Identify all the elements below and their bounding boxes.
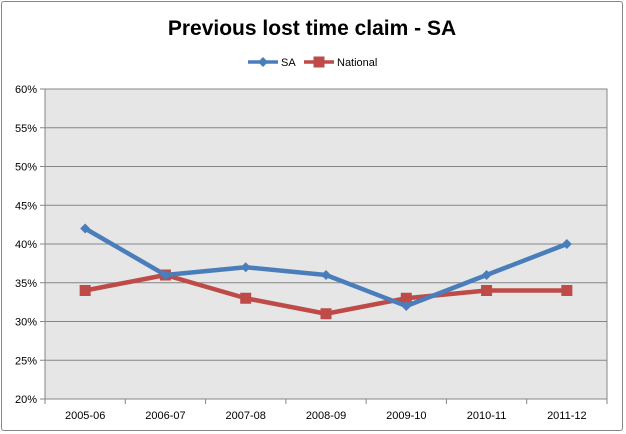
- legend: SA National: [248, 56, 377, 69]
- x-tick-label: 2010-11: [467, 410, 507, 422]
- y-tick-label: 35%: [15, 278, 37, 290]
- y-tick-label: 40%: [15, 239, 37, 251]
- data-point: [240, 292, 252, 304]
- x-tick-label: 2006-07: [145, 410, 185, 422]
- data-point: [481, 285, 493, 296]
- y-tick-label: 45%: [15, 200, 37, 212]
- data-point: [561, 239, 572, 249]
- legend-item-sa: SA: [248, 57, 296, 69]
- y-tick-label: 30%: [15, 317, 37, 329]
- y-tick-label: 20%: [15, 394, 37, 406]
- data-point: [401, 301, 412, 311]
- x-tick-label: 2007-08: [226, 410, 266, 422]
- data-point: [160, 270, 171, 280]
- x-tick-label: 2008-09: [306, 410, 346, 422]
- legend-item-national: National: [304, 56, 377, 69]
- legend-label: SA: [281, 57, 296, 69]
- x-tick-label: 2009-10: [386, 410, 426, 422]
- y-axis: 20% 25% 30% 35% 40% 45% 50% 55% 60%: [15, 84, 46, 406]
- data-point: [481, 270, 492, 280]
- x-axis: 2005-06 2006-07 2007-08 2008-09 2009-10 2010-…: [44, 398, 608, 422]
- y-tick-label: 55%: [15, 123, 37, 135]
- legend-marker: [258, 57, 268, 67]
- y-tick-label: 60%: [15, 84, 37, 96]
- series-sa: [80, 223, 572, 311]
- legend-marker: [313, 56, 325, 68]
- x-tick-label: 2011-12: [547, 410, 587, 422]
- data-point: [240, 262, 251, 273]
- data-point: [320, 308, 332, 320]
- legend-label: National: [337, 57, 377, 69]
- data-point: [561, 285, 573, 296]
- data-point: [400, 292, 412, 304]
- series-layer: [79, 223, 573, 320]
- chart-title: Previous lost time claim - SA: [168, 17, 456, 40]
- y-tick-label: 25%: [15, 355, 37, 367]
- data-point: [80, 223, 91, 234]
- y-tick-label: 50%: [15, 162, 37, 174]
- data-point: [79, 285, 91, 296]
- data-point: [321, 270, 331, 280]
- x-tick-label: 2005-06: [65, 410, 105, 422]
